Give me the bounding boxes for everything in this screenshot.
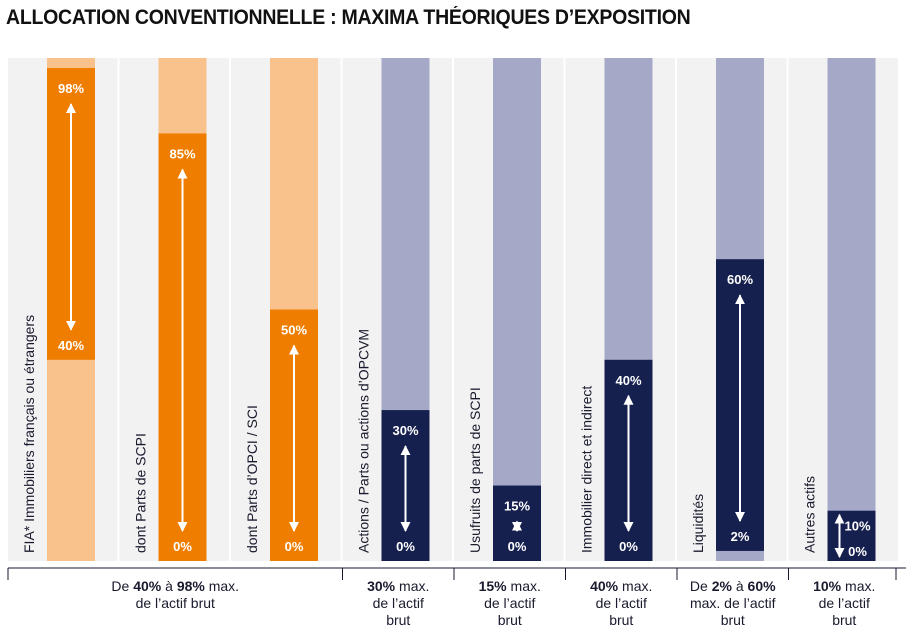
bar-max-label: 98% (58, 81, 84, 96)
bar-max-label: 50% (281, 323, 307, 338)
group-caption: 15% max. de l’actif brut (478, 578, 541, 628)
group-caption: De 2% à 60% max. de l’actif brut (689, 578, 776, 628)
bar-category-label: Immobilier direct et indirect (579, 386, 595, 553)
group-caption: 10% max. de l’actif brut (813, 578, 876, 628)
bar-background (493, 58, 541, 561)
bar-category-label: FIA* Immobiliers français ou étrangers (21, 315, 37, 553)
bar-category-label: Usufruits de parts de SCPI (467, 387, 483, 553)
group-caption: 40% max. de l’actif brut (590, 578, 653, 628)
bar-min-label: 0% (848, 544, 867, 559)
bar-category-label: Actions / Parts ou actions d’OPCVM (356, 329, 372, 553)
bar-max-label: 30% (392, 423, 418, 438)
bar-background (827, 58, 876, 561)
chart-title: ALLOCATION CONVENTIONNELLE : MAXIMA THÉO… (6, 6, 691, 29)
bar-min-label: 0% (173, 539, 192, 554)
bar-min-label: 0% (396, 539, 415, 554)
bar-max-label: 60% (727, 272, 753, 287)
bar-max-label: 15% (504, 499, 530, 514)
bar-max-label: 40% (615, 373, 641, 388)
bar-min-label: 0% (508, 539, 527, 554)
bar-min-label: 2% (731, 529, 750, 544)
bar-max-label: 85% (169, 146, 195, 161)
bar-min-label: 0% (619, 539, 638, 554)
bar-category-label: dont Parts de SCPI (133, 433, 149, 553)
bar-category-label: Liquidités (690, 494, 706, 553)
bar-category-label: Autres actifs (802, 476, 818, 553)
group-caption: 30% max. de l’actif brut (367, 578, 430, 628)
group-caption: De 40% à 98% max. de l’actif brut (111, 578, 240, 611)
bar-max-label: 10% (844, 519, 870, 534)
bar-category-label: dont Parts d’OPCI / SCI (244, 405, 260, 553)
bar-min-label: 0% (285, 539, 304, 554)
bar-min-label: 40% (58, 338, 84, 353)
